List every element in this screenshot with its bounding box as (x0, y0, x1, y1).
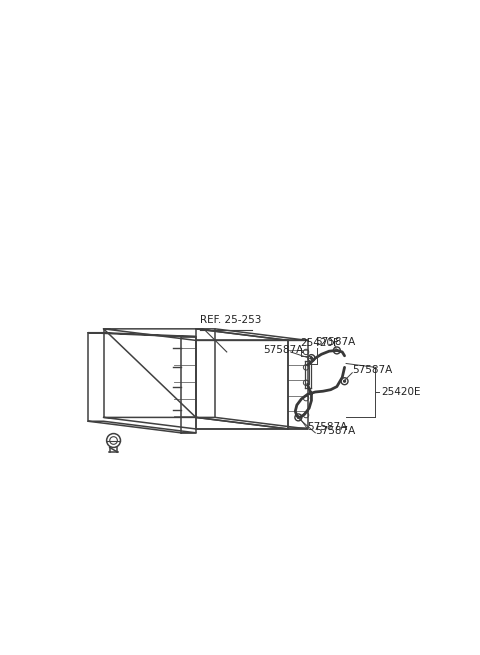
Circle shape (298, 417, 300, 419)
Text: 57587A: 57587A (352, 365, 393, 375)
Text: REF. 25-253: REF. 25-253 (200, 315, 261, 325)
Circle shape (344, 381, 346, 382)
Text: 57587A: 57587A (308, 422, 348, 432)
Text: 57587A: 57587A (315, 426, 356, 436)
Text: 25420E: 25420E (381, 387, 420, 398)
Circle shape (336, 350, 338, 351)
Circle shape (311, 357, 312, 359)
Text: 57587A: 57587A (315, 337, 356, 347)
Text: 57587A: 57587A (263, 345, 303, 354)
Text: 25420F: 25420F (300, 338, 339, 348)
